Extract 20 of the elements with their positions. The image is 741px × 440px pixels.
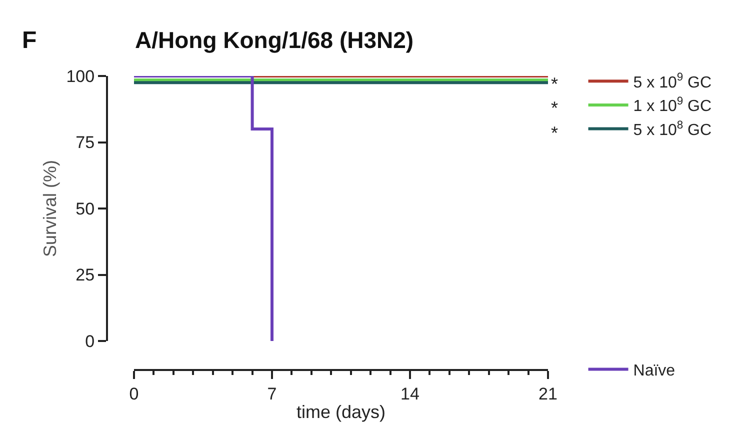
x-tick-label: 21	[538, 384, 558, 404]
chart-title: A/Hong Kong/1/68 (H3N2)	[135, 27, 414, 54]
x-axis-title: time (days)	[296, 402, 386, 422]
legend-label: Naïve	[633, 362, 676, 380]
x-tick-label: 7	[267, 384, 277, 404]
y-tick-label: 50	[76, 199, 95, 218]
legend-label: 1 x 10$^{9}$ GC	[633, 95, 712, 116]
x-tick-label: 14	[400, 384, 420, 404]
y-tick-label: 0	[85, 332, 95, 351]
y-tick-label: 75	[76, 133, 95, 152]
text: *	[551, 123, 558, 143]
x-tick-label: 0	[129, 384, 139, 404]
y-axis-title: Survival (%)	[40, 160, 60, 258]
text: *	[551, 98, 558, 118]
legend-label: 5 x 10$^{8}$ GC	[633, 119, 712, 139]
text: *	[551, 74, 558, 94]
text: F	[22, 27, 37, 54]
y-tick-label: 100	[66, 66, 95, 86]
y-tick-label: 25	[76, 266, 95, 285]
legend-label: 5 x 10$^{9}$ GC	[633, 72, 712, 92]
